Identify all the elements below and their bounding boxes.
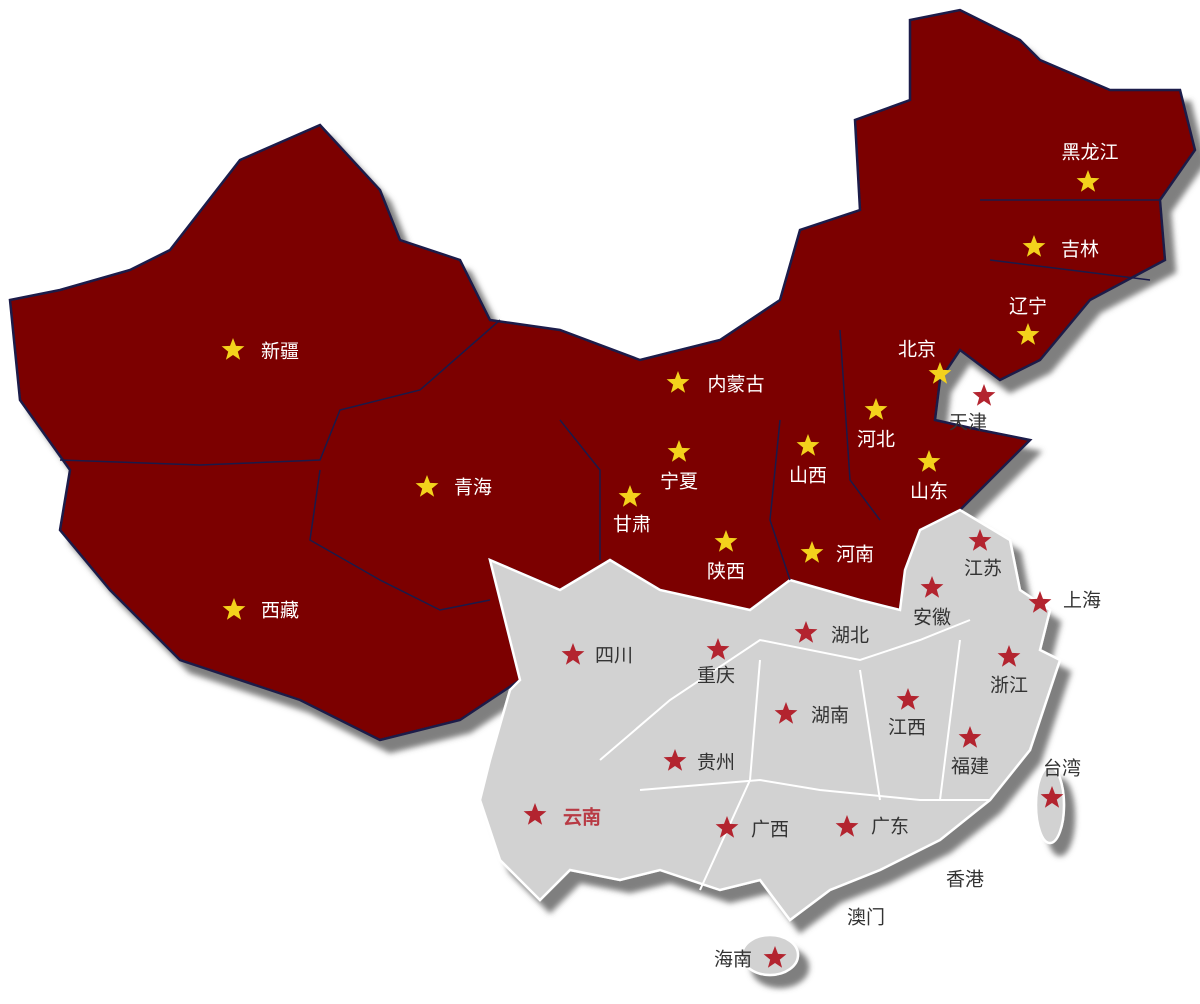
province-label: 吉林 xyxy=(1061,239,1099,261)
highlighted-province-label: 云南 xyxy=(563,807,601,829)
star xyxy=(1028,591,1052,613)
province-label: 贵州 xyxy=(697,752,735,774)
province-label: 台湾 xyxy=(1043,758,1081,780)
star xyxy=(666,371,690,393)
border xyxy=(769,419,791,581)
province-label: 重庆 xyxy=(697,665,735,687)
border xyxy=(980,199,1160,281)
province-label: 辽宁 xyxy=(1009,296,1047,318)
star xyxy=(667,440,691,462)
province-label: 河南 xyxy=(836,544,874,566)
star xyxy=(972,384,996,406)
star xyxy=(561,643,585,665)
province-label: 湖北 xyxy=(831,625,869,647)
province-label: 山西 xyxy=(789,465,827,487)
province-borders xyxy=(59,199,1160,611)
border xyxy=(559,419,601,560)
province-label: 甘肃 xyxy=(613,514,651,536)
province-label: 广东 xyxy=(871,816,909,838)
star xyxy=(958,726,982,748)
star xyxy=(1016,323,1040,345)
star xyxy=(523,803,547,825)
star xyxy=(763,946,787,968)
country-shape xyxy=(8,8,1197,977)
star xyxy=(1040,786,1064,808)
province-label: 黑龙江 xyxy=(1061,142,1118,164)
star xyxy=(706,638,730,660)
star xyxy=(715,816,739,838)
star xyxy=(997,645,1021,667)
province-label: 广西 xyxy=(751,819,789,841)
province-label: 湖南 xyxy=(811,705,849,727)
province-label: 天津 xyxy=(949,412,987,434)
province-label: 陕西 xyxy=(707,561,745,583)
star xyxy=(222,598,246,620)
star xyxy=(928,362,952,384)
star xyxy=(800,541,824,563)
star xyxy=(1022,235,1046,257)
province-label: 新疆 xyxy=(261,341,299,363)
place-label: 澳门 xyxy=(847,907,885,929)
province-label: 四川 xyxy=(595,645,633,667)
star xyxy=(835,815,859,837)
province-label: 河北 xyxy=(857,429,895,451)
taiwan-island xyxy=(1034,765,1066,845)
star xyxy=(618,485,642,507)
border xyxy=(599,619,971,761)
border xyxy=(839,329,881,521)
border xyxy=(59,319,501,466)
province-label: 浙江 xyxy=(990,675,1028,697)
star xyxy=(796,434,820,456)
star xyxy=(917,450,941,472)
border xyxy=(639,778,990,801)
province-label: 安徽 xyxy=(913,607,951,629)
star xyxy=(794,621,818,643)
place-label: 香港 xyxy=(946,869,984,891)
province-label: 江西 xyxy=(888,717,926,739)
province-label: 宁夏 xyxy=(660,471,698,493)
province-label: 海南 xyxy=(714,949,752,971)
province-borders xyxy=(599,619,990,891)
star xyxy=(663,749,687,771)
province-label: 福建 xyxy=(951,756,989,778)
province-label: 山东 xyxy=(910,481,948,503)
province-label: 内蒙古 xyxy=(707,374,764,396)
border xyxy=(699,639,961,891)
province-label: 青海 xyxy=(454,477,492,499)
star xyxy=(415,475,439,497)
star xyxy=(221,338,245,360)
province-label: 西藏 xyxy=(261,600,299,622)
border xyxy=(309,469,491,611)
star xyxy=(1076,170,1100,192)
star xyxy=(714,530,738,552)
star xyxy=(864,398,888,420)
star xyxy=(774,702,798,724)
star xyxy=(968,529,992,551)
province-label: 北京 xyxy=(898,339,936,361)
province-label: 上海 xyxy=(1063,590,1101,612)
province-label: 江苏 xyxy=(964,558,1002,580)
star xyxy=(920,576,944,598)
south-region xyxy=(478,508,1062,922)
star xyxy=(896,688,920,710)
